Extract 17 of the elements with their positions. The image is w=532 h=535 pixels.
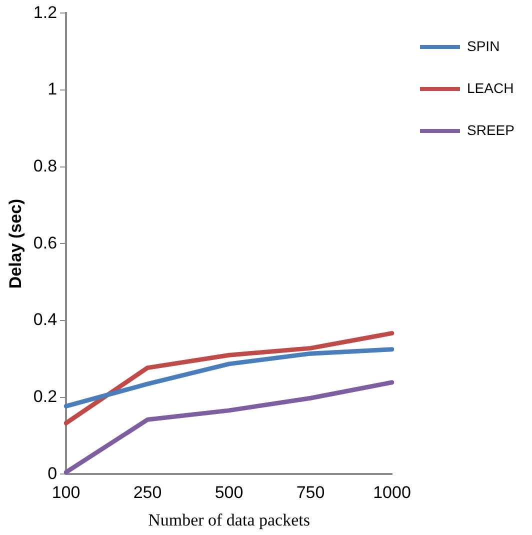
y-tick-label: 0.2 <box>33 387 58 406</box>
y-tick-label: 1 <box>48 80 58 99</box>
x-axis-title: Number of data packets <box>148 510 310 530</box>
legend-label: LEACH <box>467 80 514 96</box>
y-tick-label: 1.2 <box>33 2 58 22</box>
y-tick-label: 0.8 <box>33 156 58 176</box>
x-tick-label: 1000 <box>373 483 411 502</box>
x-tick-label: 250 <box>133 483 162 502</box>
x-tick-label: 500 <box>214 483 244 502</box>
x-tick-label: 750 <box>296 483 325 502</box>
x-tick-label: 100 <box>52 483 80 502</box>
y-tick-label: 0.6 <box>33 233 58 252</box>
y-axis-title: Delay (sec) <box>6 198 25 289</box>
y-tick-label: 0.4 <box>33 310 58 330</box>
legend-label: SREEP <box>467 122 514 138</box>
legend-label: SPIN <box>467 38 500 54</box>
y-tick-label: 0 <box>48 464 58 483</box>
